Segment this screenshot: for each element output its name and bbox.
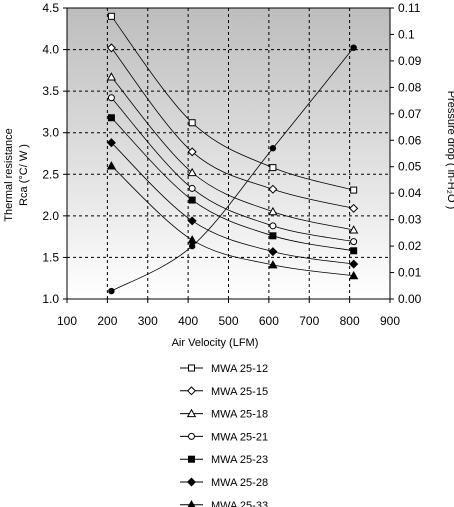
series-2-point [187, 147, 197, 157]
legend-marker [186, 408, 197, 418]
series-6-point [106, 138, 116, 148]
series-1-point [107, 12, 115, 20]
pressure-drop-point [269, 145, 277, 152]
series-2-point [268, 184, 278, 194]
legend: MWA 25-12 MWA 25-15 MWA 25-18 MWA 25-21 MWA … [180, 363, 268, 507]
y-axis-label-line1: Thermal resistance [3, 128, 15, 222]
y2-tick-label: 0.07 [398, 107, 422, 121]
series-5-point [350, 247, 358, 255]
y-tick-label: 2.5 [42, 167, 59, 181]
legend-label: MWA 25-21 [211, 431, 268, 443]
y-axis-left: 1.0 1.5 2.0 2.5 3.0 3.5 4.0 4.5 [42, 1, 67, 306]
series-line-7 [111, 165, 354, 277]
series-7-point [349, 270, 359, 280]
x-tick-label: 800 [340, 314, 360, 328]
series-5-point [107, 114, 115, 122]
series-5-point [188, 196, 196, 204]
y-axis-right: 0.00 0.01 0.02 0.03 0.04 0.05 0.06 0.07 0.08 0.09… [390, 1, 422, 306]
y-tick-label: 2.0 [42, 209, 59, 223]
series-line-2 [111, 47, 354, 209]
series-2-point [106, 43, 116, 53]
legend-label: MWA 25-15 [211, 386, 268, 398]
y2-tick-label: 0.00 [398, 292, 422, 306]
y2-tick-label: 0.08 [398, 80, 422, 94]
series-3-point [268, 206, 278, 216]
series-1-point [188, 119, 196, 127]
y2-tick-label: 0.03 [398, 213, 422, 227]
y2-tick-label: 0.05 [398, 160, 422, 174]
series-group [106, 12, 359, 280]
series-2-point [349, 203, 359, 213]
series-6-point [349, 259, 359, 269]
series-1-point [350, 186, 358, 194]
series-5-point [269, 232, 277, 240]
series-4-point [350, 238, 358, 246]
x-tick-label: 900 [380, 314, 400, 328]
series-4-point [269, 222, 277, 230]
series-4-point [107, 94, 115, 102]
x-tick-label: 200 [97, 314, 117, 328]
legend-label: MWA 25-33 [211, 500, 268, 507]
legend-marker [188, 364, 195, 372]
y-tick-label: 4.5 [42, 1, 59, 15]
series-line-6 [111, 142, 354, 265]
legend-label: MWA 25-23 [211, 454, 268, 466]
legend-label: MWA 25-28 [211, 477, 268, 489]
series-4-point [188, 184, 196, 192]
series-3-point [106, 72, 117, 81]
series-line-4 [111, 97, 354, 243]
x-axis: 100 200 300 400 500 600 700 800 900 [57, 299, 400, 328]
legend-label: MWA 25-18 [211, 409, 268, 421]
series-6-point [268, 247, 278, 257]
y-tick-label: 1.5 [42, 250, 59, 264]
pressure-drop-point [350, 44, 357, 51]
y-tick-label: 3.5 [42, 84, 59, 98]
pressure-drop-point [108, 287, 115, 295]
series-7-point [268, 260, 278, 269]
series-3-point [349, 225, 359, 234]
y2-tick-label: 0.11 [398, 1, 421, 15]
y2-tick-label: 0.1 [398, 27, 415, 41]
series-line-5 [111, 117, 354, 252]
y2-tick-label: 0.02 [398, 239, 422, 253]
y-tick-label: 1.0 [42, 292, 59, 306]
y2-tick-label: 0.04 [398, 186, 422, 200]
pressure-drop-point [188, 242, 196, 250]
x-tick-label: 300 [138, 314, 158, 328]
y2-tick-label: 0.06 [398, 133, 422, 147]
x-tick-label: 600 [259, 314, 279, 328]
legend-marker [186, 477, 197, 487]
x-tick-label: 100 [57, 314, 77, 328]
series-line-3 [111, 76, 354, 231]
legend-marker [188, 432, 195, 440]
y2-tick-label: 0.01 [398, 266, 422, 280]
pressure-drop-line [111, 47, 354, 292]
y-tick-label: 3.0 [42, 126, 59, 140]
series-3-point [187, 167, 197, 177]
pressure-drop-series [108, 44, 357, 295]
legend-marker [188, 455, 195, 463]
y-tick-label: 4.0 [42, 43, 59, 57]
series-1-point [269, 164, 277, 172]
legend-label: MWA 25-12 [211, 363, 268, 375]
legend-marker [187, 499, 196, 507]
y2-axis-label: Pressure drop ( in-H₂O ) [445, 91, 454, 210]
series-7-point [106, 161, 117, 170]
series-6-point [187, 216, 197, 226]
legend-marker [186, 386, 197, 396]
series-line-1 [111, 16, 354, 191]
y2-tick-label: 0.09 [398, 54, 422, 68]
x-tick-label: 700 [299, 314, 319, 328]
y-axis-label-line2: Rca (°C/ W ) [18, 144, 30, 206]
x-tick-label: 500 [218, 314, 238, 328]
x-tick-label: 400 [178, 314, 198, 328]
x-axis-label: Air Velocity (LFM) [172, 337, 259, 349]
